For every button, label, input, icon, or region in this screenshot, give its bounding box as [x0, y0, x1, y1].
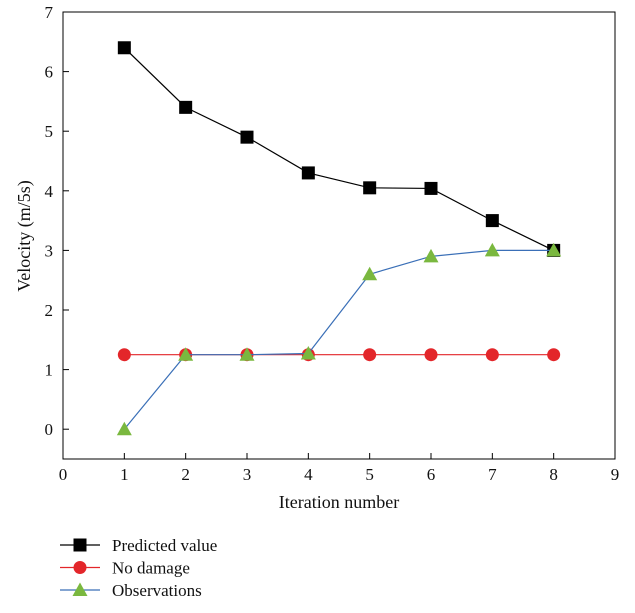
- observations-point: [116, 421, 132, 436]
- observations-point: [546, 242, 562, 257]
- axis-ticks: 0 1 2 3 4 5 6 7 8 9 0 1 2 3 4 5 6 7: [45, 3, 620, 484]
- x-tick-label: 6: [427, 465, 436, 484]
- x-tick-label: 1: [120, 465, 129, 484]
- legend-predicted-value-marker: [73, 538, 87, 552]
- predicted-value-point: [301, 166, 315, 180]
- x-tick-label: 0: [59, 465, 68, 484]
- predicted-value-point: [179, 100, 193, 114]
- x-tick-label: 2: [181, 465, 190, 484]
- y-axis-title: Velocity (m/5s): [14, 180, 35, 291]
- y-tick-label: 7: [45, 3, 54, 22]
- predicted-value-point: [363, 181, 377, 195]
- predicted-value-point: [117, 41, 131, 55]
- x-tick-label: 7: [488, 465, 497, 484]
- x-tick-label: 5: [365, 465, 374, 484]
- x-tick-label: 8: [549, 465, 558, 484]
- legend-predicted-value-label: Predicted value: [112, 536, 217, 555]
- legend: Predicted value No damage Observations: [60, 536, 217, 600]
- legend-observations-label: Observations: [112, 581, 202, 600]
- y-tick-label: 4: [45, 182, 54, 201]
- no-damage-point: [363, 348, 377, 362]
- predicted-value-line: [123, 47, 554, 251]
- legend-no-damage-label: No damage: [112, 559, 190, 578]
- x-tick-label: 4: [304, 465, 313, 484]
- observations-line: [123, 249, 554, 430]
- observations-point: [239, 347, 255, 361]
- y-tick-label: 3: [45, 241, 54, 260]
- observations-point: [423, 248, 439, 263]
- y-tick-label: 0: [45, 420, 54, 439]
- y-tick-label: 2: [45, 301, 54, 320]
- observations-point: [178, 347, 194, 361]
- no-damage-point: [485, 348, 499, 362]
- legend-no-damage-marker: [73, 561, 87, 574]
- predicted-value-point: [485, 214, 499, 228]
- legend-observations-marker: [72, 582, 88, 596]
- x-axis-title: Iteration number: [279, 492, 399, 512]
- plot-frame: [62, 11, 616, 460]
- no-damage-point: [547, 348, 561, 362]
- no-damage-point: [117, 348, 131, 362]
- y-tick-label: 1: [45, 361, 54, 380]
- x-tick-label: 9: [611, 465, 620, 484]
- observations-point: [362, 266, 378, 281]
- no-damage-point: [424, 348, 438, 362]
- predicted-value-point: [240, 130, 254, 144]
- x-tick-label: 3: [243, 465, 252, 484]
- y-tick-label: 5: [45, 122, 54, 141]
- y-tick-label: 6: [45, 63, 54, 82]
- observations-point: [300, 346, 316, 360]
- series-layer: [116, 41, 562, 436]
- observations-point: [484, 242, 500, 257]
- predicted-value-point: [424, 181, 438, 195]
